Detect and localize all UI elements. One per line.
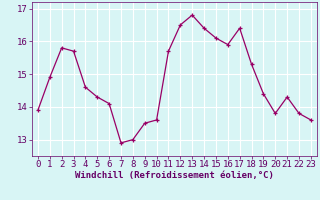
X-axis label: Windchill (Refroidissement éolien,°C): Windchill (Refroidissement éolien,°C)	[75, 171, 274, 180]
